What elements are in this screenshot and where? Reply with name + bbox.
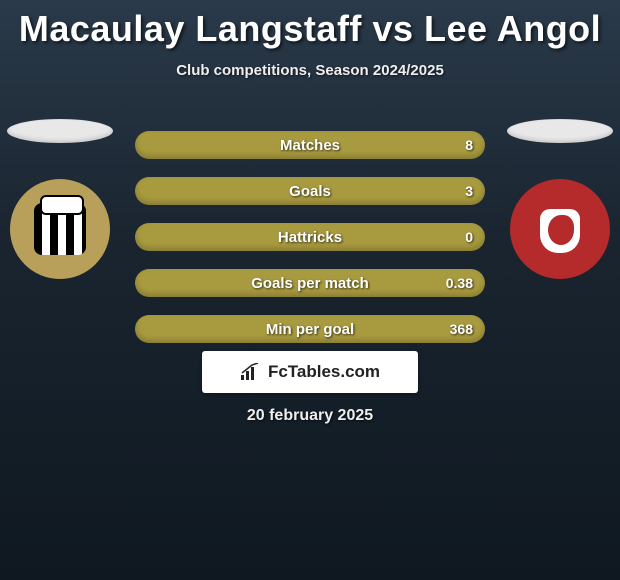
stat-bar-hattricks: Hattricks 0	[135, 223, 485, 251]
left-oval-placeholder	[7, 119, 113, 143]
stat-label: Min per goal	[266, 321, 354, 338]
subtitle: Club competitions, Season 2024/2025	[0, 62, 620, 79]
stat-label: Goals per match	[251, 275, 369, 292]
stat-value: 3	[465, 183, 473, 199]
stat-value: 8	[465, 137, 473, 153]
vs-text: vs	[372, 8, 413, 49]
stat-bars: Matches 8 Goals 3 Hattricks 0 Goals per …	[135, 131, 485, 343]
brand-box[interactable]: FcTables.com	[202, 351, 418, 393]
stat-label: Matches	[280, 137, 340, 154]
stat-value: 0	[465, 229, 473, 245]
team-crest-left	[10, 179, 110, 279]
player2-name: Lee Angol	[424, 8, 601, 49]
brand-text: FcTables.com	[268, 362, 380, 382]
stat-label: Hattricks	[278, 229, 342, 246]
team-crest-right	[510, 179, 610, 279]
left-badge-column	[0, 119, 120, 279]
page-title: Macaulay Langstaff vs Lee Angol	[0, 0, 620, 50]
player1-name: Macaulay Langstaff	[19, 8, 362, 49]
stat-value: 368	[450, 321, 473, 337]
stat-bar-goals: Goals 3	[135, 177, 485, 205]
chart-icon	[240, 363, 262, 381]
date-label: 20 february 2025	[0, 407, 620, 425]
stat-bar-matches: Matches 8	[135, 131, 485, 159]
right-badge-column	[500, 119, 620, 279]
right-oval-placeholder	[507, 119, 613, 143]
stat-bar-mpg: Min per goal 368	[135, 315, 485, 343]
stat-label: Goals	[289, 183, 331, 200]
stats-section: Matches 8 Goals 3 Hattricks 0 Goals per …	[0, 119, 620, 329]
stat-value: 0.38	[446, 275, 473, 291]
stat-bar-gpm: Goals per match 0.38	[135, 269, 485, 297]
